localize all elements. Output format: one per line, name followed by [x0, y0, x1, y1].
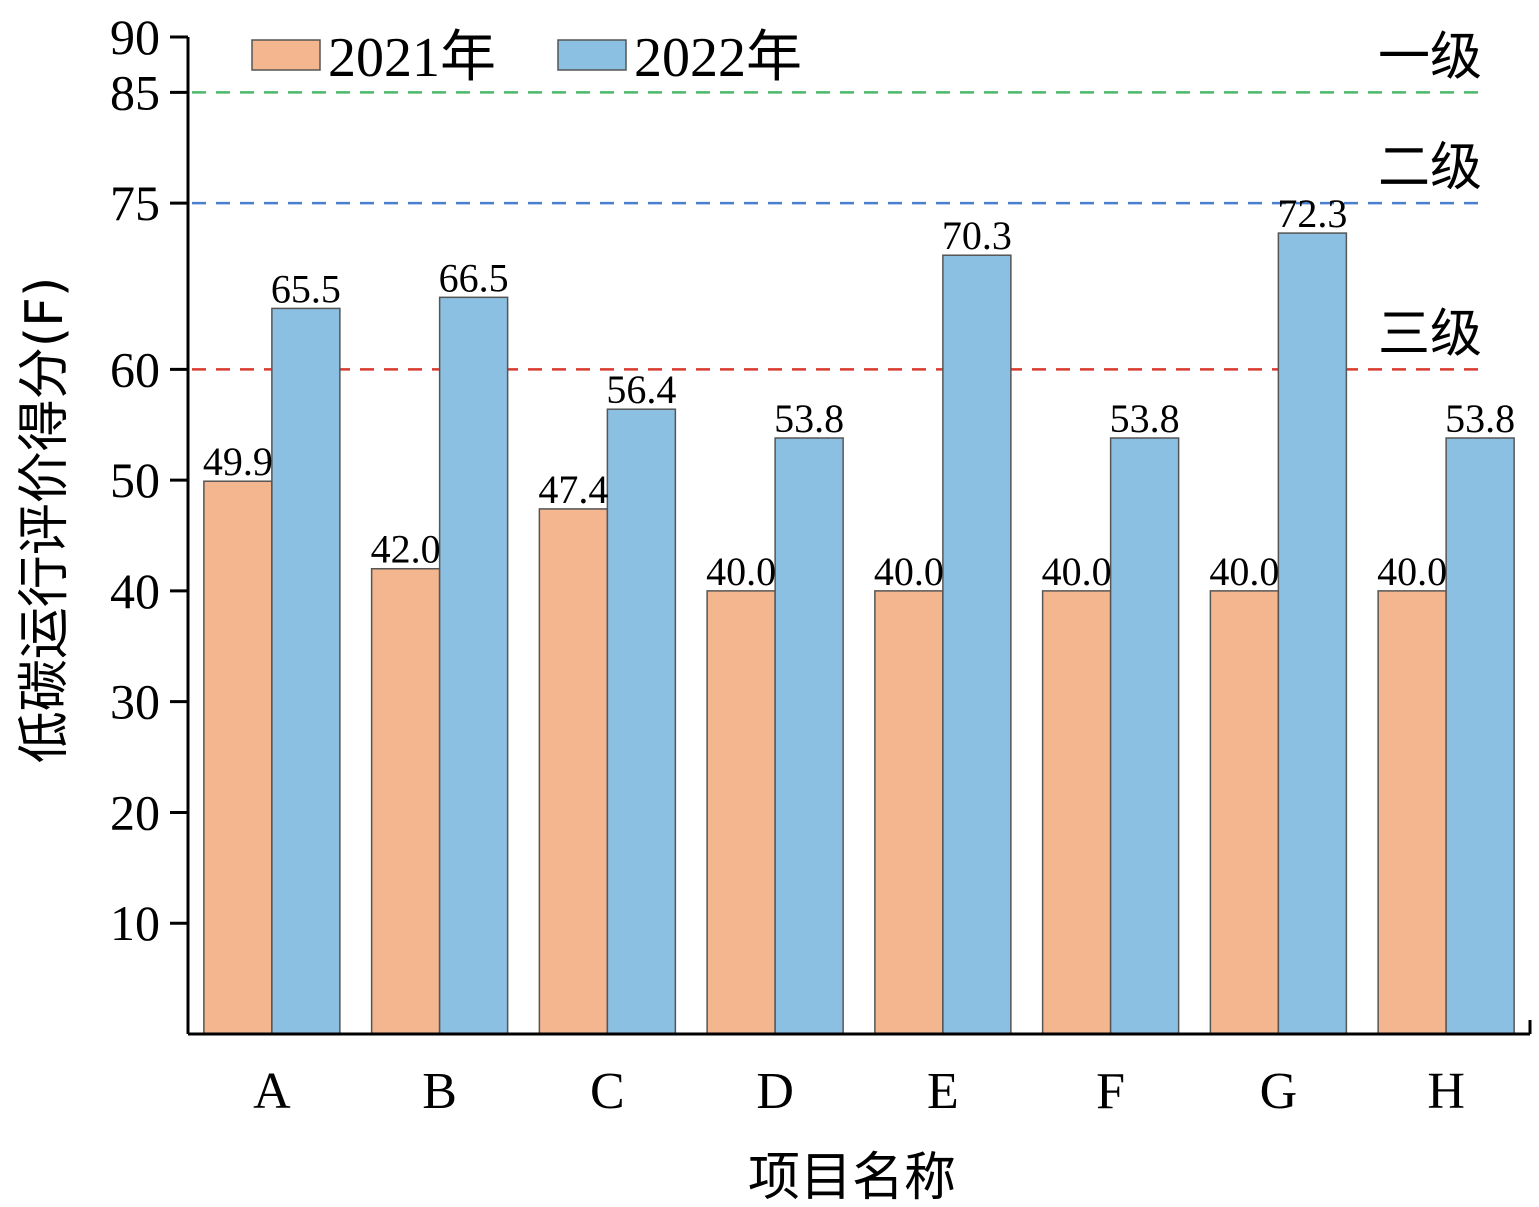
data-label: 40.0 [706, 549, 776, 594]
data-label: 40.0 [874, 549, 944, 594]
data-label: 40.0 [1209, 549, 1279, 594]
bar [438, 296, 509, 1035]
y-tick-label: 50 [110, 452, 160, 508]
data-label: 65.5 [271, 266, 341, 311]
x-tick-label: E [927, 1063, 959, 1120]
x-tick-label: H [1427, 1063, 1465, 1120]
bar [942, 254, 1012, 1035]
legend: 2021年 2022年 [251, 27, 802, 89]
bar [706, 590, 776, 1035]
x-tick-label: G [1260, 1063, 1298, 1120]
data-label: 40.0 [1377, 549, 1447, 594]
bar [1209, 590, 1280, 1035]
y-tick-label: 30 [110, 674, 160, 730]
data-labels: 49.9 65.5 42.0 66.5 47.4 56.4 40.0 53.8 40.0 70.3… [203, 191, 1515, 594]
y-tick-label: 75 [110, 175, 160, 231]
bar [203, 480, 273, 1035]
data-label: 49.9 [203, 439, 273, 484]
data-label: 53.8 [1110, 396, 1180, 441]
legend-swatch [251, 39, 321, 71]
legend-swatch [557, 39, 627, 71]
legend-label: 2021年 [328, 27, 496, 89]
x-tick-label: D [756, 1063, 794, 1120]
y-tick-label: 85 [110, 64, 160, 120]
y-axis-title: 低碳运行评价得分(F) [15, 277, 75, 764]
x-tick-label: C [590, 1063, 625, 1120]
bar [1445, 437, 1515, 1035]
data-label: 70.3 [942, 213, 1012, 258]
y-tick-label: 20 [110, 784, 160, 840]
data-label: 47.4 [538, 467, 608, 512]
bar [538, 508, 609, 1035]
x-tick-label: A [253, 1063, 291, 1120]
data-label: 56.4 [606, 367, 676, 412]
data-label: 72.3 [1277, 191, 1347, 236]
y-tick-label: 60 [110, 341, 160, 397]
x-tick-label: F [1096, 1063, 1125, 1120]
y-tick-label: 10 [110, 895, 160, 951]
y-tick-label: 40 [110, 563, 160, 619]
bar [874, 590, 944, 1035]
bar [774, 437, 844, 1035]
y-tick-label: 90 [110, 9, 160, 65]
bar [370, 567, 441, 1035]
data-label: 53.8 [1445, 396, 1515, 441]
data-label: 40.0 [1042, 549, 1112, 594]
x-tick-label: B [422, 1063, 457, 1120]
data-label: 42.0 [371, 527, 441, 572]
bar [606, 408, 677, 1035]
bar [1277, 232, 1348, 1035]
bars [203, 232, 1515, 1035]
bar [1041, 590, 1112, 1035]
reference-label: 一级 [1378, 27, 1482, 87]
reference-label: 三级 [1378, 304, 1482, 364]
legend-label: 2022年 [634, 27, 802, 89]
x-axis-title: 项目名称 [748, 1148, 956, 1207]
bar [271, 307, 341, 1035]
data-label: 66.5 [439, 255, 509, 300]
bar [1109, 437, 1180, 1035]
data-label: 53.8 [774, 396, 844, 441]
bar [1377, 590, 1447, 1035]
reference-label: 二级 [1378, 138, 1482, 198]
